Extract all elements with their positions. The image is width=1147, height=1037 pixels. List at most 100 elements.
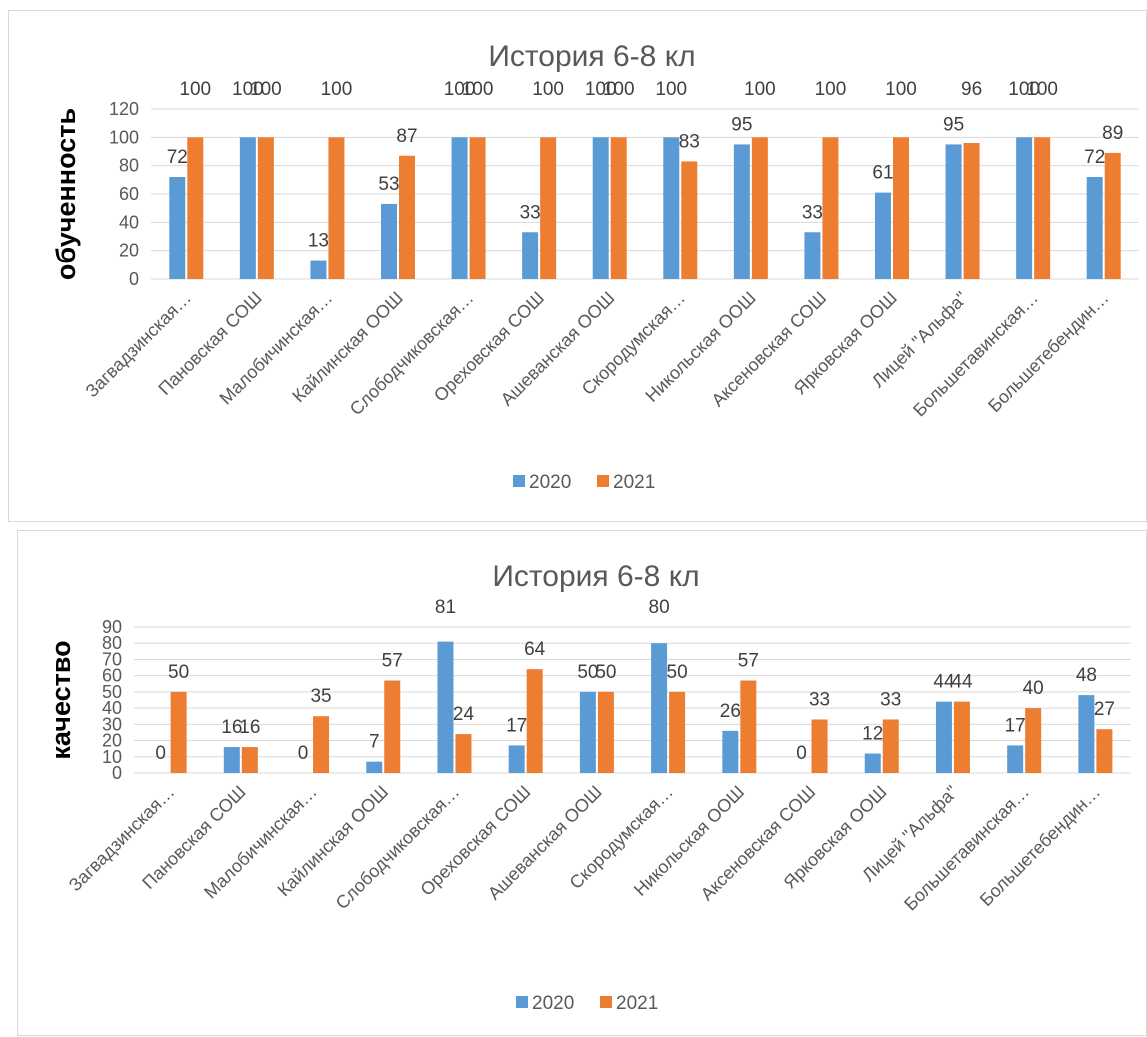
data-label: 7 [369,732,380,753]
data-label: 100 [532,79,564,100]
y-tick-label: 80 [119,156,139,176]
bar-2020-13 [1087,177,1103,279]
data-label: 0 [298,743,309,764]
legend-swatch-2021 [597,475,609,487]
data-label: 12 [862,724,883,745]
y-tick-label: 20 [119,241,139,261]
data-label: 17 [506,715,527,736]
data-label: 96 [961,79,982,100]
data-label: 80 [649,597,670,618]
y-axis-label: обученность [51,108,81,280]
data-label: 100 [815,79,847,100]
data-label: 95 [943,114,964,135]
bar-2020-10 [865,754,881,773]
bar-2021-13 [1105,153,1121,279]
bar-2021-9 [822,137,838,279]
bar-2021-0 [187,137,203,279]
data-label: 100 [885,79,917,100]
data-label: 100 [179,79,211,100]
bar-2020-6 [593,137,609,279]
bar-2020-8 [722,731,738,773]
data-label: 26 [720,701,741,722]
bar-2020-6 [580,692,596,773]
bar-2020-1 [224,747,240,773]
bar-2020-11 [936,702,952,773]
legend-label: 2020 [529,472,571,493]
data-label: 40 [1023,678,1044,699]
bar-2021-4 [470,137,486,279]
bar-2021-12 [1025,708,1041,773]
bar-2020-0 [169,177,185,279]
data-label: 50 [168,662,189,683]
bar-2021-9 [812,719,828,773]
data-label: 83 [679,131,700,152]
data-label: 100 [462,79,494,100]
data-label: 81 [435,597,456,618]
data-label: 0 [155,743,166,764]
bar-2021-5 [527,669,543,773]
data-label: 16 [239,717,260,738]
data-label: 57 [382,651,403,672]
bar-2021-11 [964,143,980,279]
data-label: 35 [310,686,331,707]
chart-kachestvo: История 6-8 кл качество 0 10 20 30 40 50 60 70 80 9… [17,530,1147,1036]
bar-2020-5 [522,232,538,279]
bar-2021-12 [1034,137,1050,279]
bar-2020-13 [1078,695,1094,773]
x-tick-label: Слободчиковская… [332,782,464,914]
x-tick-label: Большетавинская… [900,782,1033,915]
legend-swatch-2021 [600,996,612,1008]
bar-2021-2 [313,716,329,773]
legend-swatch-2020 [516,996,528,1008]
legend-swatch-2020 [513,475,525,487]
bar-2021-8 [740,681,756,773]
bar-2021-7 [669,692,685,773]
data-label: 57 [738,651,759,672]
data-label: 33 [520,202,541,223]
y-tick-label: 60 [119,184,139,204]
data-label: 72 [1084,147,1105,168]
bar-2021-3 [399,156,415,279]
data-label: 24 [453,704,475,725]
bar-2021-5 [540,137,556,279]
data-label: 100 [1026,79,1058,100]
bar-2021-10 [893,137,909,279]
data-label: 61 [872,163,893,184]
y-tick-label: 120 [109,99,139,119]
bar-2020-9 [804,232,820,279]
bar-2021-1 [242,747,258,773]
data-label: 95 [731,114,752,135]
bar-2020-3 [381,204,397,279]
data-label: 0 [796,743,807,764]
bar-2021-0 [171,692,187,773]
bar-2021-8 [752,137,768,279]
chart-title: История 6-8 кл [488,40,695,73]
bar-2021-10 [883,719,899,773]
data-label: 33 [809,689,830,710]
bar-2021-1 [258,137,274,279]
data-label: 100 [250,79,282,100]
chart-obuchennost-svg: История 6-8 кл обученность 0 20 40 60 80 100 120… [9,11,1147,523]
legend-label: 2021 [613,472,655,493]
data-label: 100 [321,79,353,100]
data-label: 17 [1005,715,1026,736]
y-tick-label: 40 [119,212,139,232]
data-label: 87 [396,126,417,147]
bar-2020-2 [310,261,326,279]
data-label: 64 [524,639,546,660]
bar-2021-6 [611,137,627,279]
data-label: 33 [802,202,823,223]
bar-2020-10 [875,193,891,279]
data-label: 100 [744,79,776,100]
y-tick-label: 100 [109,127,139,147]
data-label: 50 [595,662,616,683]
data-label: 33 [880,689,901,710]
bar-2021-6 [598,692,614,773]
y-tick-label: 90 [102,617,122,637]
bar-2020-8 [734,144,750,279]
y-axis-label: качество [46,640,76,759]
bar-2020-7 [663,137,679,279]
bar-2020-12 [1007,745,1023,773]
y-tick-label: 0 [129,269,139,289]
data-label: 53 [378,174,399,195]
